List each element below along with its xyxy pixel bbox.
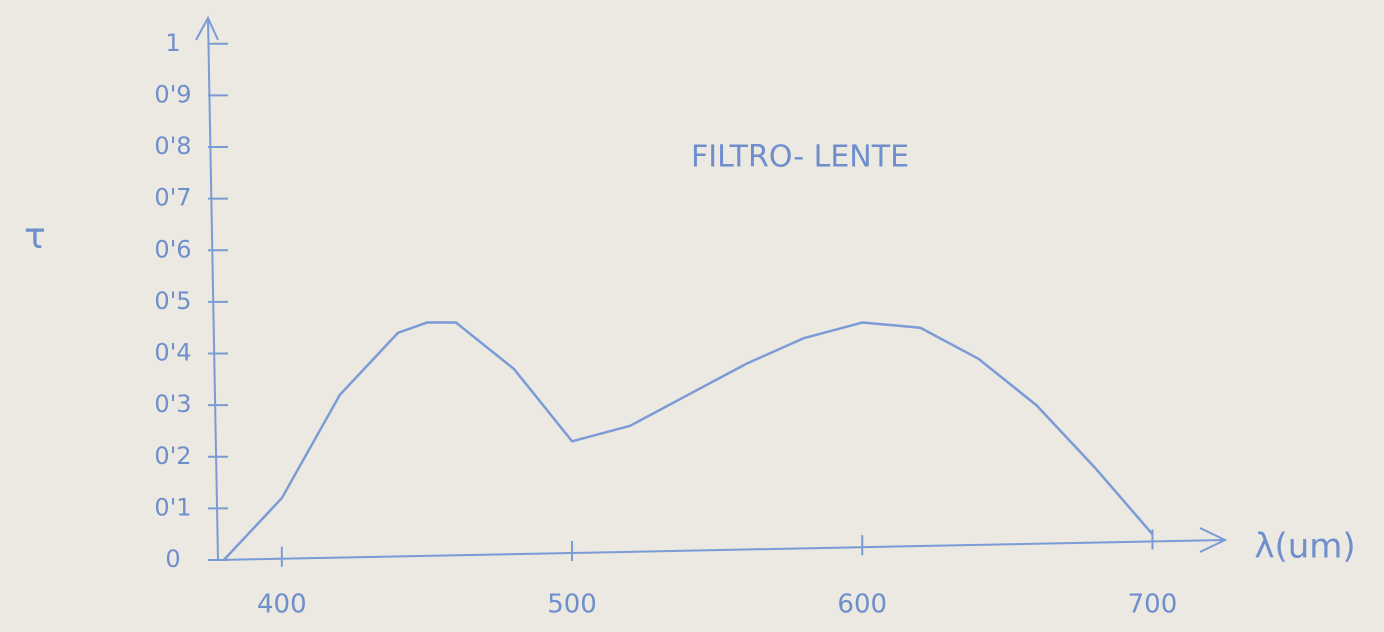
paper [0,0,1384,632]
y-tick-label: 0'1 [154,493,191,521]
x-tick-label: 700 [1128,590,1178,620]
x-axis-label: λ(um) [1254,527,1355,567]
y-tick-label: 0'5 [154,287,191,315]
y-tick-label: 0'9 [154,80,191,108]
y-tick-label: 0'3 [154,390,191,418]
chart: FILTRO- LENTE τ λ(um) 0 0'1 0'2 0'3 0'4 0'5 0'… [0,0,1384,632]
y-tick-label: 0'8 [154,132,191,160]
y-tick-label: 0'4 [154,339,191,367]
x-tick-label: 500 [547,590,597,620]
x-tick-label: 600 [837,590,887,620]
y-tick-label: 1 [165,29,180,57]
chart-title: FILTRO- LENTE [691,140,909,175]
y-axis-label: τ [24,216,46,257]
y-tick-label: 0 [165,545,180,573]
y-tick-label: 0'2 [154,442,191,470]
x-tick-label: 400 [257,590,307,620]
y-tick-label: 0'6 [154,235,191,263]
y-tick-label: 0'7 [154,184,191,212]
